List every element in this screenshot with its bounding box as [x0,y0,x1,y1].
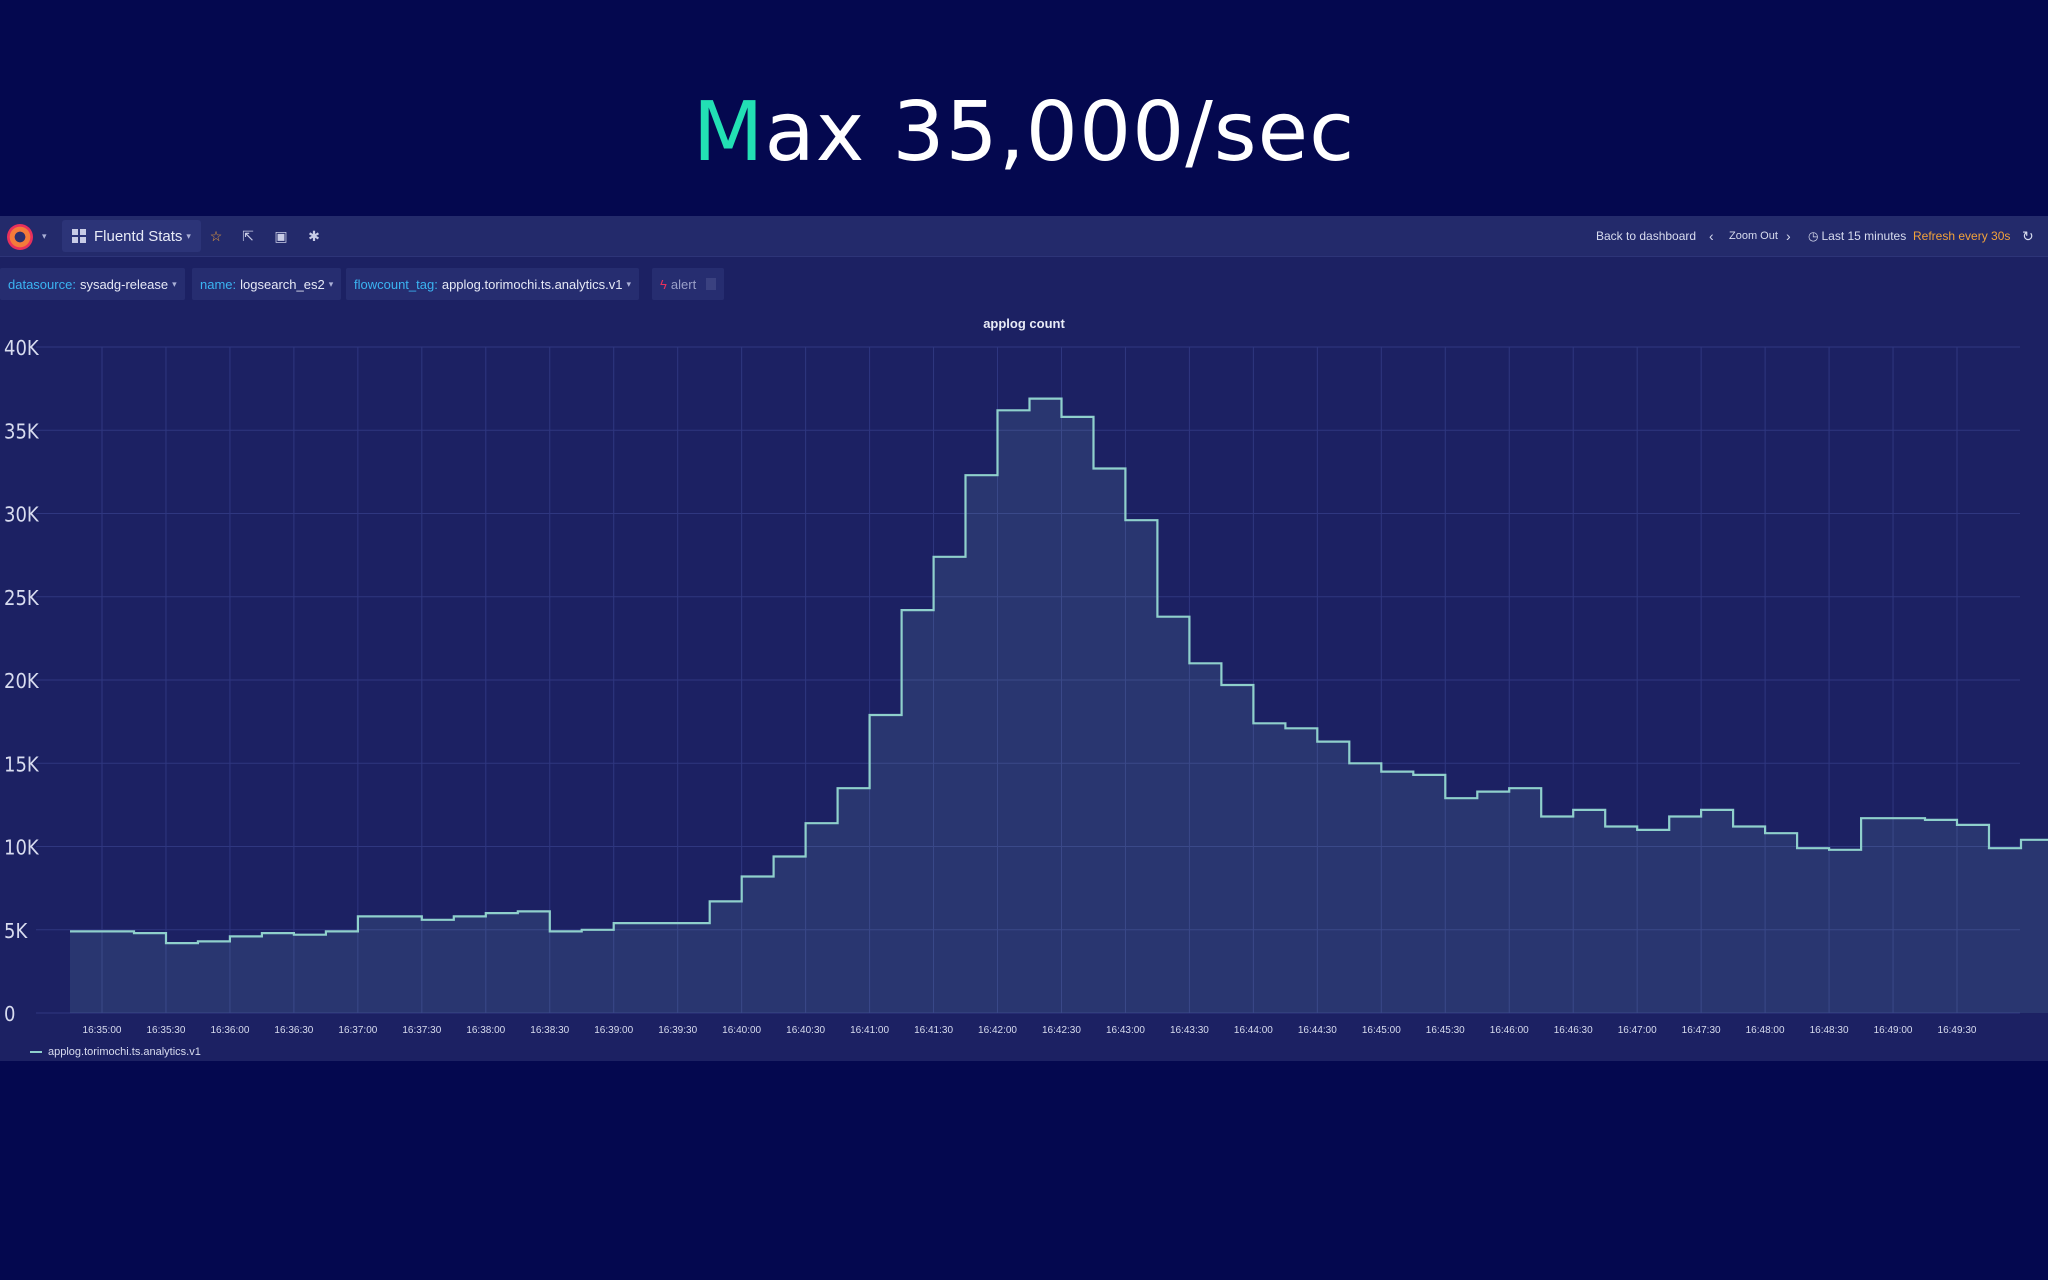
variable-value: sysadg-release [79,276,169,292]
chevron-down-icon: ▾ [172,278,177,289]
variable-name[interactable]: name: logsearch_es2 ▾ [192,268,342,300]
chevron-down-icon: ▾ [328,278,334,289]
x-tick-label: 16:37:00 [338,1025,377,1036]
x-tick-label: 16:45:30 [1426,1025,1465,1036]
variable-value: applog.torimochi.ts.analytics.v1 [441,276,623,292]
x-tick-label: 16:36:30 [274,1025,313,1036]
gear-icon[interactable]: ✱ [308,227,320,244]
variable-key: datasource: [8,276,76,292]
zoom-out-button[interactable]: Zoom Out [1729,230,1778,242]
y-tick-label: 5K [4,919,28,943]
x-tick-label: 16:48:30 [1810,1025,1849,1036]
variable-flowcount-tag[interactable]: flowcount_tag: applog.torimochi.ts.analy… [346,268,640,300]
x-tick-label: 16:41:00 [850,1025,889,1036]
chevron-left-icon[interactable]: ‹ [1709,228,1714,244]
x-tick-label: 16:39:30 [658,1025,697,1036]
x-tick-label: 16:43:30 [1170,1025,1209,1036]
top-navbar: ▾ Fluentd Stats ▾ ☆ ⇱ ▣ ✱ Back to dashbo… [0,216,2048,257]
legend-series-name: applog.torimochi.ts.analytics.v1 [48,1046,201,1058]
panel-title: applog count [983,316,1065,331]
x-tick-label: 16:46:00 [1490,1025,1529,1036]
y-tick-label: 0 [4,1002,15,1026]
chevron-down-icon: ▾ [186,230,191,241]
y-tick-label: 30K [4,503,40,527]
save-icon[interactable]: ▣ [274,227,288,244]
y-tick-label: 35K [4,419,40,443]
x-tick-label: 16:45:00 [1362,1025,1401,1036]
variable-value: logsearch_es2 [240,276,325,292]
variable-datasource[interactable]: datasource: sysadg-release ▾ [0,268,185,300]
y-tick-label: 10K [4,836,40,860]
grafana-window: ▾ Fluentd Stats ▾ ☆ ⇱ ▣ ✱ Back to dashbo… [0,216,2048,1061]
x-tick-label: 16:47:30 [1682,1025,1721,1036]
x-tick-label: 16:40:00 [722,1025,761,1036]
time-range-label: Last 15 minutes [1821,229,1907,243]
series-line [70,397,2048,945]
x-tick-label: 16:36:00 [210,1025,249,1036]
y-tick-label: 15K [4,752,40,776]
x-tick-label: 16:40:30 [786,1025,825,1036]
clock-icon: ◷ [1808,229,1819,243]
legend-swatch [30,1051,42,1053]
variable-key: name: [200,276,237,292]
y-tick-label: 40K [4,336,40,360]
variable-key: flowcount_tag: [354,276,438,292]
dashboard-name: Fluentd Stats [94,227,183,245]
series-area-fill [70,398,2048,1013]
slide-title: Max 35,000/sec [0,85,2048,180]
alert-label: alert [670,276,697,292]
x-tick-label: 16:35:00 [83,1025,122,1036]
alert-checkbox[interactable] [706,278,717,290]
x-tick-label: 16:39:00 [594,1025,633,1036]
y-tick-label: 25K [4,586,40,610]
grafana-logo-icon[interactable] [7,224,33,250]
refresh-interval-label[interactable]: Refresh every 30s [1913,229,2011,243]
y-tick-label: 20K [4,669,40,693]
x-tick-label: 16:43:00 [1106,1025,1145,1036]
x-tick-label: 16:49:30 [1938,1025,1977,1036]
x-tick-label: 16:46:30 [1554,1025,1593,1036]
chevron-down-icon: ▾ [626,278,632,289]
chevron-right-icon[interactable]: › [1786,228,1791,244]
applog-count-chart: 0 5K 10K 15K 20K 25K 30K 35K 40K 16:35:00 16:35:3… [4,336,2048,1036]
x-tick-label: 16:37:30 [402,1025,441,1036]
x-tick-label: 16:44:00 [1234,1025,1273,1036]
star-icon[interactable]: ☆ [209,227,223,244]
x-tick-label: 16:48:00 [1746,1025,1785,1036]
x-tick-label: 16:35:30 [146,1025,185,1036]
x-tick-label: 16:41:30 [914,1025,953,1036]
dashboard-grid-icon [72,229,86,243]
x-tick-label: 16:38:00 [466,1025,505,1036]
x-tick-label: 16:42:30 [1042,1025,1081,1036]
time-picker-button[interactable]: ◷ Last 15 minutes [1808,216,1906,256]
chevron-down-icon[interactable]: ▾ [42,230,47,241]
slide-title-accent: M [692,85,765,180]
x-tick-label: 16:49:00 [1874,1025,1913,1036]
chart-legend[interactable]: applog.torimochi.ts.analytics.v1 [30,1046,201,1058]
dashboard-picker-button[interactable]: Fluentd Stats ▾ [62,220,201,252]
bolt-icon: ϟ [660,276,667,292]
alert-toggle[interactable]: ϟ alert [652,268,725,300]
x-tick-label: 16:42:00 [978,1025,1017,1036]
x-tick-label: 16:44:30 [1298,1025,1337,1036]
share-icon[interactable]: ⇱ [242,227,254,244]
x-tick-label: 16:38:30 [530,1025,569,1036]
slide-title-rest: ax 35,000/sec [764,85,1356,180]
back-to-dashboard-button[interactable]: Back to dashboard [1596,229,1697,243]
template-variables-bar: datasource: sysadg-release ▾ name: logse… [0,266,2048,302]
x-tick-label: 16:47:00 [1618,1025,1657,1036]
refresh-icon[interactable]: ↻ [2022,227,2034,244]
